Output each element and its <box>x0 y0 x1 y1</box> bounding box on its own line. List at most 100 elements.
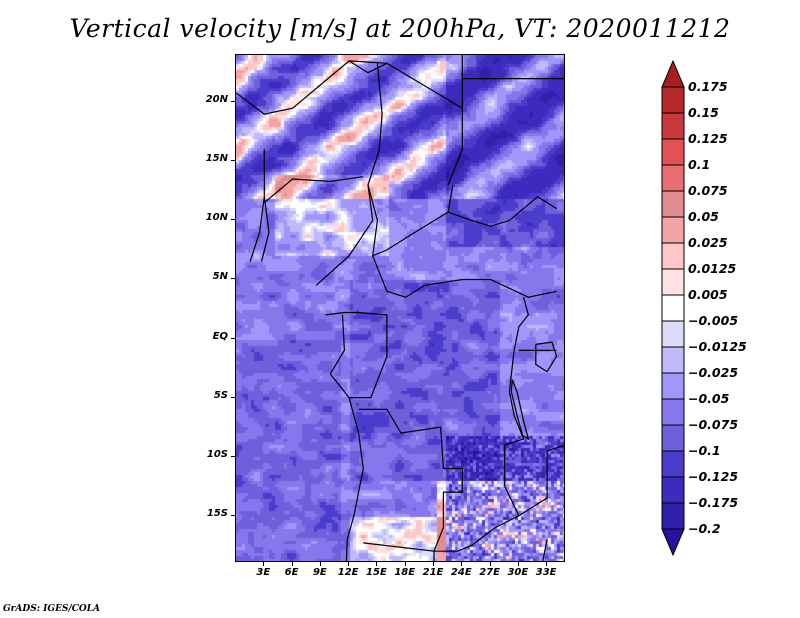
country-border <box>372 255 557 298</box>
y-tick <box>231 101 235 103</box>
colorbar-box <box>661 112 685 140</box>
country-border <box>504 350 564 517</box>
colorbar-extend-max <box>661 59 685 88</box>
vertical-velocity-field <box>236 55 564 561</box>
colorbar-extend-min <box>661 528 685 557</box>
country-border <box>358 408 520 552</box>
colorbar-label: 0.1 <box>688 157 711 172</box>
lake-outline <box>535 341 558 373</box>
colorbar-label: −0.175 <box>688 495 739 510</box>
x-tick <box>319 562 321 566</box>
x-tick <box>404 562 406 566</box>
x-tick-label: 3E <box>256 567 271 578</box>
y-tick-label: 15S <box>206 507 228 519</box>
y-tick <box>231 278 235 280</box>
colorbar-label: −0.025 <box>688 365 739 380</box>
colorbar-label: 0.0125 <box>688 261 737 276</box>
y-tick <box>231 160 235 162</box>
colorbar-box <box>661 294 685 322</box>
colorbar-label: 0.005 <box>688 287 728 302</box>
colorbar-box <box>661 86 685 114</box>
x-tick <box>546 562 548 566</box>
x-tick-label: 30E <box>507 567 529 578</box>
country-border <box>236 60 387 115</box>
x-tick <box>348 562 350 566</box>
country-border <box>260 196 270 262</box>
y-tick-label: 10N <box>205 212 228 224</box>
colorbar-label: 0.05 <box>688 209 719 224</box>
y-tick-label: 20N <box>205 94 228 106</box>
country-border <box>329 314 350 398</box>
country-border <box>263 176 364 204</box>
y-tick <box>231 219 235 221</box>
colorbar-box <box>661 502 685 530</box>
colorbar-box <box>661 242 685 270</box>
y-tick-label: 15N <box>205 153 228 165</box>
country-border <box>325 311 388 399</box>
country-border <box>363 542 435 561</box>
x-tick <box>489 562 491 566</box>
country-borders <box>236 55 564 561</box>
y-tick-label: 5S <box>213 389 228 401</box>
colorbar-box <box>661 424 685 452</box>
colorbar-box <box>661 268 685 296</box>
country-border <box>315 184 374 286</box>
colorbar-label: 0.125 <box>688 131 728 146</box>
colorbar <box>661 59 685 557</box>
map-plot-area <box>235 54 565 562</box>
x-tick-label: 15E <box>366 567 387 578</box>
grads-credit: GrADS: IGES/COLA <box>3 604 101 614</box>
x-tick-label: 18E <box>394 567 416 578</box>
country-border <box>447 196 557 227</box>
colorbar-label: 0.025 <box>688 235 728 250</box>
colorbar-label: −0.05 <box>688 391 730 406</box>
y-tick <box>231 337 235 339</box>
x-tick-label: 6E <box>284 567 299 578</box>
lake-outline <box>510 379 530 441</box>
colorbar-box <box>661 216 685 244</box>
colorbar-box <box>661 346 685 374</box>
colorbar-label: −0.125 <box>688 469 739 484</box>
country-border <box>345 397 364 561</box>
y-tick <box>231 514 235 516</box>
colorbar-label: 0.175 <box>688 79 728 94</box>
x-tick-label: 12E <box>337 567 359 578</box>
country-border <box>367 63 454 257</box>
x-tick-label: 21E <box>422 567 444 578</box>
colorbar-box <box>661 476 685 504</box>
country-border <box>249 149 265 262</box>
colorbar-box <box>661 164 685 192</box>
x-tick <box>291 562 293 566</box>
y-tick <box>231 455 235 457</box>
colorbar-box <box>661 190 685 218</box>
x-tick <box>263 562 265 566</box>
country-border <box>513 297 529 351</box>
y-tick-label: 10S <box>206 448 228 460</box>
colorbar-box <box>661 320 685 348</box>
x-tick <box>517 562 519 566</box>
colorbar-label: −0.0125 <box>688 339 747 354</box>
x-tick-label: 9E <box>312 567 327 578</box>
colorbar-label: −0.2 <box>688 521 721 536</box>
country-border <box>348 60 463 186</box>
x-tick-label: 24E <box>450 567 472 578</box>
y-tick-label: 5N <box>212 271 228 283</box>
colorbar-label: −0.1 <box>688 443 721 458</box>
colorbar-box <box>661 138 685 166</box>
colorbar-box <box>661 398 685 426</box>
x-tick <box>461 562 463 566</box>
x-tick-label: 27E <box>479 567 500 578</box>
country-border <box>542 539 548 561</box>
chart-title: Vertical velocity [m/s] at 200hPa, VT: 2… <box>69 14 731 43</box>
colorbar-label: −0.075 <box>688 417 739 432</box>
y-tick <box>231 396 235 398</box>
colorbar-label: −0.005 <box>688 313 739 328</box>
colorbar-box <box>661 372 685 400</box>
colorbar-box <box>661 450 685 478</box>
x-tick <box>376 562 378 566</box>
colorbar-label: 0.15 <box>688 105 719 120</box>
x-tick-label: 33E <box>535 567 557 578</box>
y-tick-label: EQ <box>212 330 228 342</box>
x-tick <box>433 562 434 566</box>
colorbar-label: 0.075 <box>688 183 728 198</box>
